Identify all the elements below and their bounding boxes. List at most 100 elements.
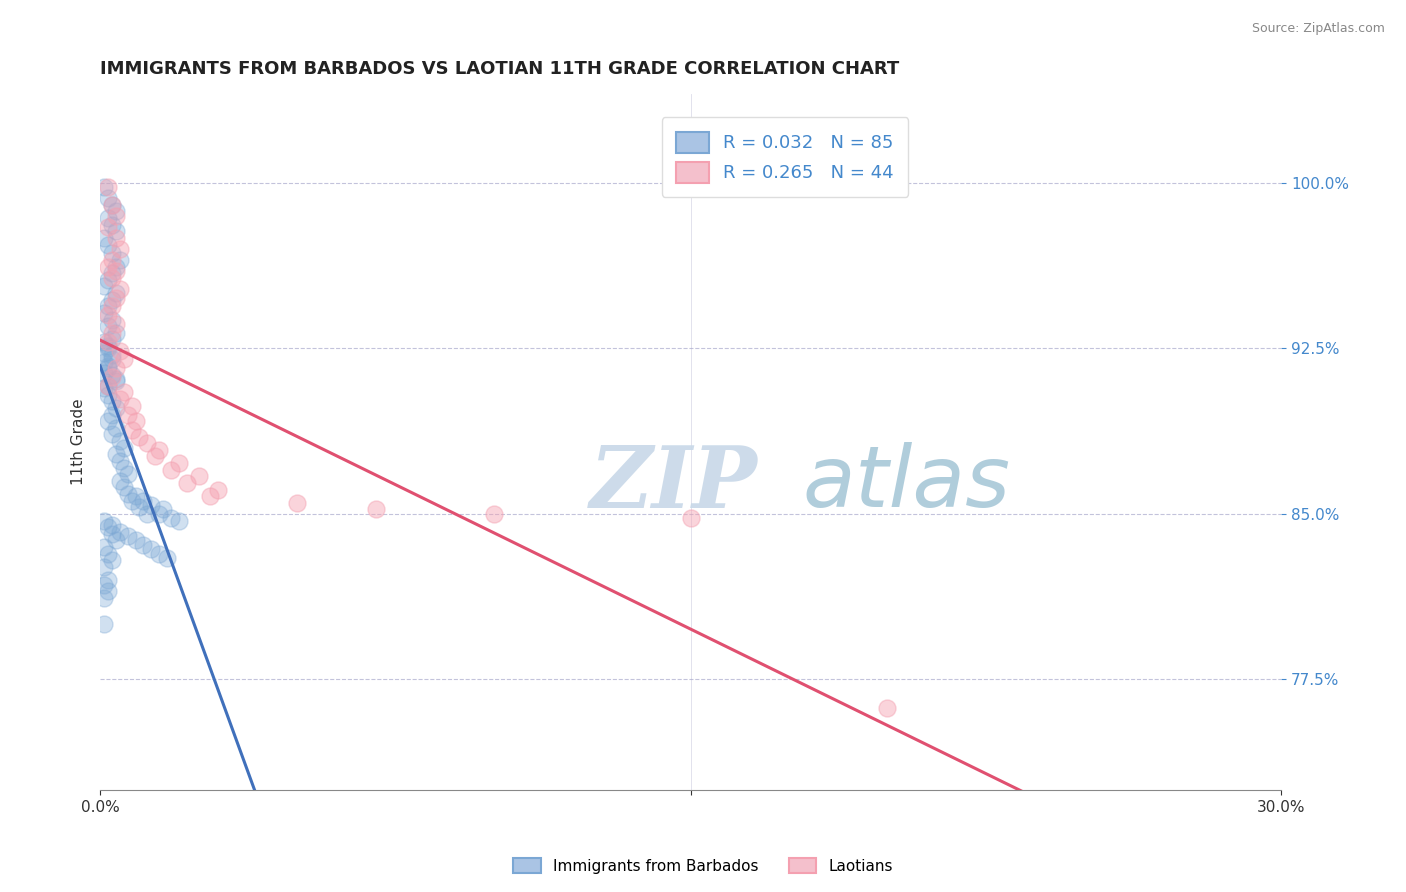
- Point: [101, 333, 124, 347]
- Point: [101, 348, 124, 362]
- Text: atlas: atlas: [803, 442, 1011, 525]
- Point: [93, 560, 115, 574]
- Point: [104, 286, 127, 301]
- Point: [97, 273, 120, 287]
- Point: [101, 198, 124, 212]
- Point: [97, 180, 120, 194]
- Point: [148, 547, 170, 561]
- Point: [97, 414, 120, 428]
- Text: ZIP: ZIP: [591, 442, 758, 525]
- Point: [143, 450, 166, 464]
- Point: [108, 454, 131, 468]
- Point: [112, 385, 135, 400]
- Point: [97, 379, 120, 393]
- Point: [104, 375, 127, 389]
- Point: [97, 359, 120, 373]
- Point: [97, 520, 120, 534]
- Point: [101, 299, 124, 313]
- Point: [93, 366, 115, 380]
- Point: [93, 381, 115, 395]
- Point: [101, 352, 124, 367]
- Point: [101, 270, 124, 285]
- Point: [187, 469, 209, 483]
- Point: [167, 514, 190, 528]
- Point: [207, 483, 229, 497]
- Point: [121, 423, 143, 437]
- Point: [117, 467, 139, 482]
- Point: [108, 242, 131, 256]
- Point: [104, 291, 127, 305]
- Point: [104, 533, 127, 548]
- Text: Source: ZipAtlas.com: Source: ZipAtlas.com: [1251, 22, 1385, 36]
- Point: [104, 231, 127, 245]
- Point: [108, 282, 131, 296]
- Point: [117, 408, 139, 422]
- Point: [108, 252, 131, 267]
- Point: [97, 219, 120, 234]
- Point: [104, 264, 127, 278]
- Point: [97, 237, 120, 252]
- Point: [104, 260, 127, 274]
- Point: [101, 326, 124, 340]
- Point: [482, 507, 505, 521]
- Point: [108, 392, 131, 406]
- Point: [108, 474, 131, 488]
- Point: [104, 204, 127, 219]
- Y-axis label: 11th Grade: 11th Grade: [72, 399, 86, 485]
- Point: [679, 511, 702, 525]
- Point: [141, 542, 163, 557]
- Point: [97, 547, 120, 561]
- Point: [97, 334, 120, 349]
- Point: [97, 387, 120, 401]
- Point: [93, 345, 115, 359]
- Point: [148, 507, 170, 521]
- Point: [117, 487, 139, 501]
- Point: [97, 361, 120, 376]
- Point: [101, 312, 124, 326]
- Point: [876, 701, 898, 715]
- Point: [148, 442, 170, 457]
- Point: [160, 463, 183, 477]
- Point: [93, 540, 115, 554]
- Point: [97, 379, 120, 393]
- Point: [132, 538, 155, 552]
- Point: [93, 279, 115, 293]
- Point: [97, 211, 120, 225]
- Point: [101, 252, 124, 267]
- Point: [97, 191, 120, 205]
- Point: [160, 511, 183, 525]
- Point: [101, 218, 124, 232]
- Point: [104, 224, 127, 238]
- Point: [97, 299, 120, 313]
- Point: [121, 399, 143, 413]
- Point: [97, 573, 120, 587]
- Point: [132, 493, 155, 508]
- Point: [112, 352, 135, 367]
- Point: [104, 326, 127, 340]
- Point: [104, 317, 127, 331]
- Point: [97, 319, 120, 334]
- Point: [112, 441, 135, 455]
- Point: [101, 408, 124, 422]
- Point: [93, 591, 115, 605]
- Point: [101, 293, 124, 307]
- Point: [112, 480, 135, 494]
- Point: [152, 502, 174, 516]
- Point: [108, 434, 131, 448]
- Point: [141, 498, 163, 512]
- Point: [124, 414, 146, 428]
- Point: [101, 198, 124, 212]
- Point: [97, 260, 120, 274]
- Point: [101, 553, 124, 567]
- Point: [136, 507, 159, 521]
- Point: [104, 209, 127, 223]
- Point: [128, 429, 150, 443]
- Point: [93, 334, 115, 349]
- Point: [108, 343, 131, 358]
- Point: [101, 526, 124, 541]
- Point: [97, 341, 120, 355]
- Point: [364, 502, 387, 516]
- Point: [104, 421, 127, 435]
- Point: [93, 306, 115, 320]
- Point: [101, 427, 124, 442]
